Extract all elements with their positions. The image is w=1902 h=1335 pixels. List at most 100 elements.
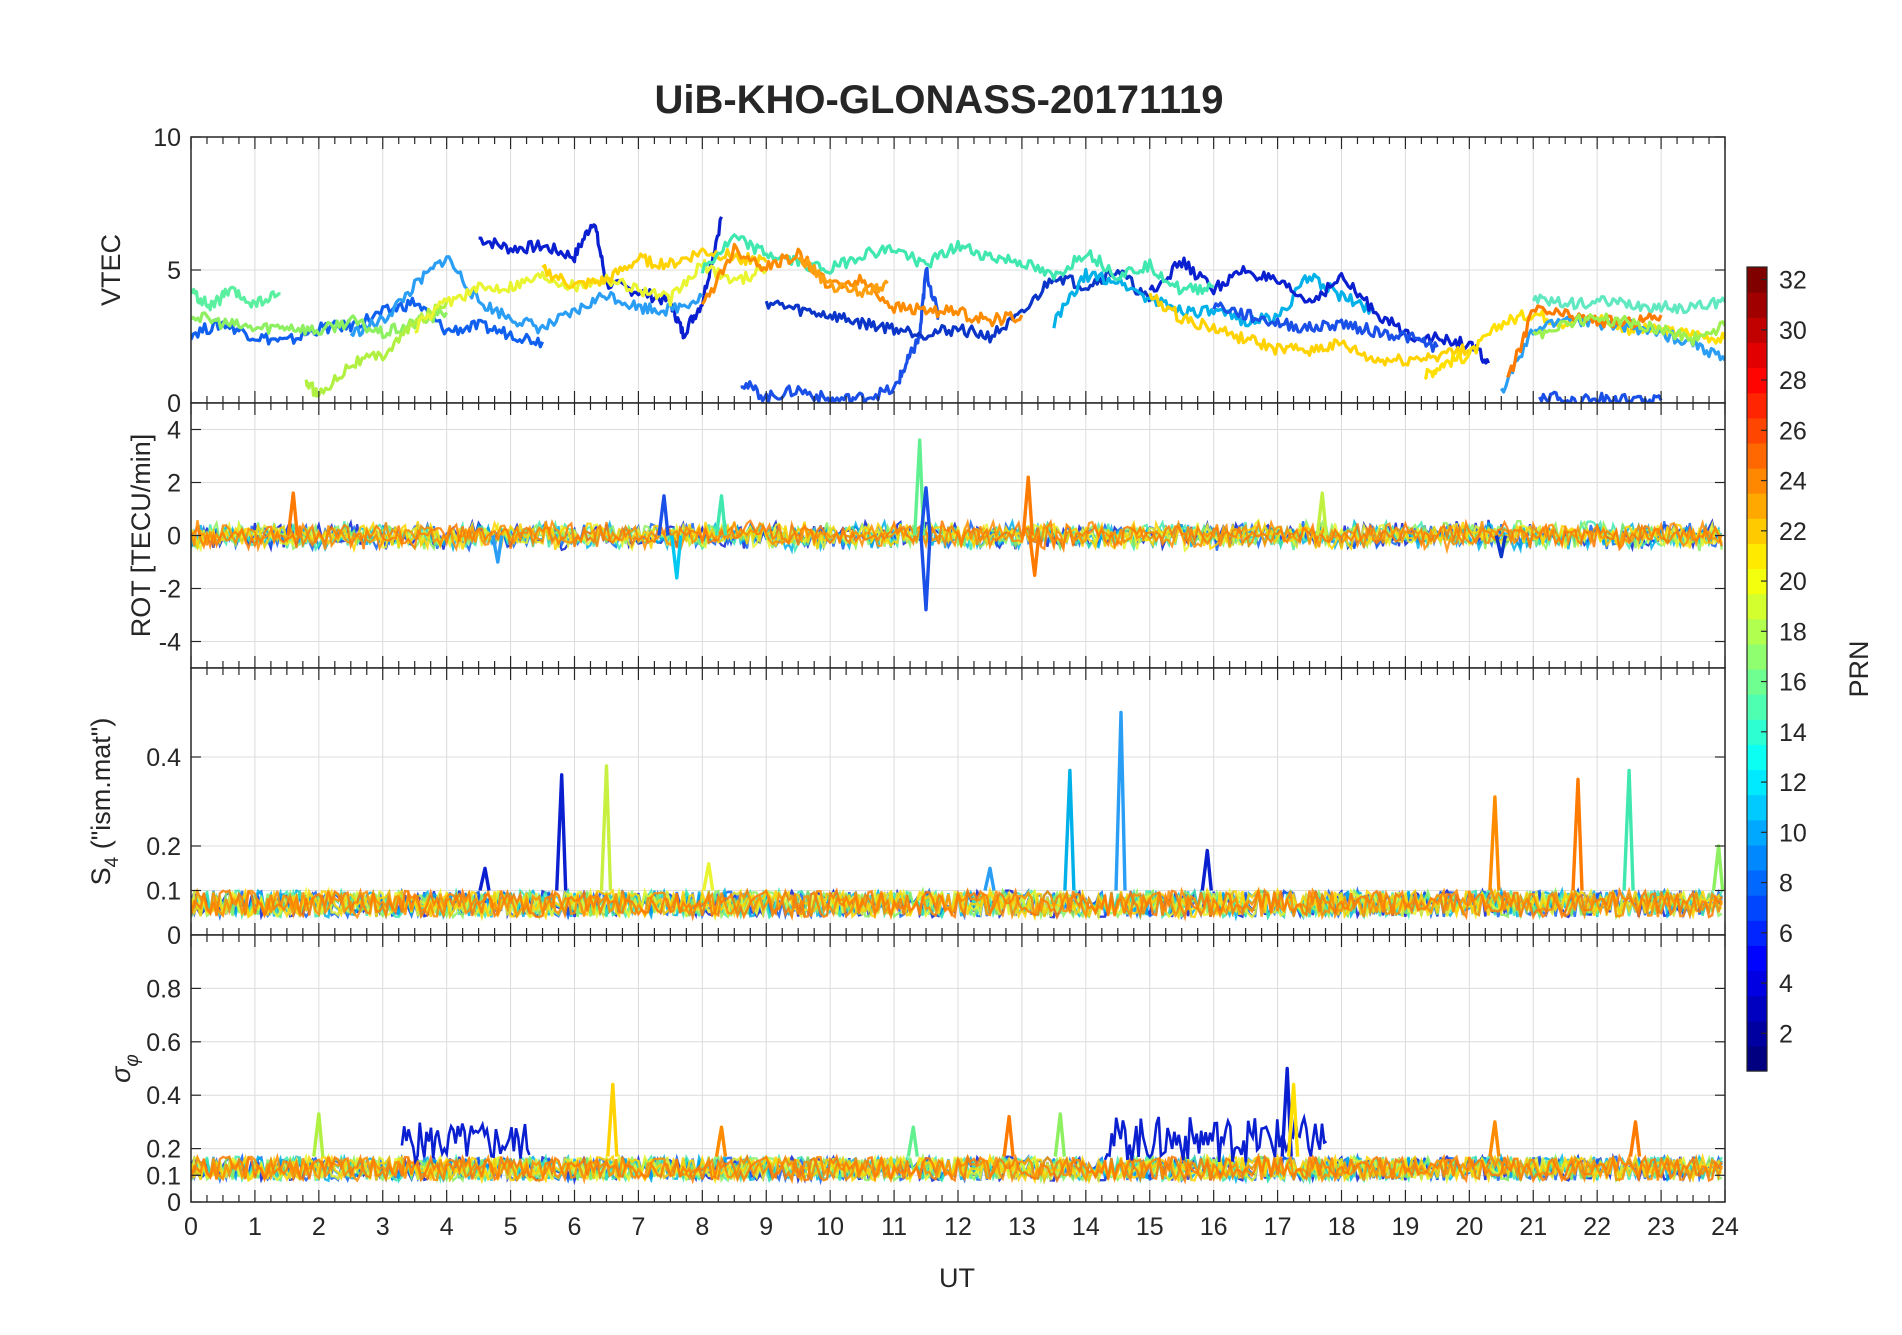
s4-spike	[478, 866, 491, 891]
x-tick-label: 11	[881, 1213, 907, 1241]
x-tick-label: 20	[1455, 1213, 1483, 1241]
y-tick-label: 4	[167, 417, 181, 445]
y-tick-label: -2	[159, 576, 181, 604]
rot-spike	[1315, 491, 1328, 536]
s4-spike	[1622, 768, 1635, 891]
vtec-series-line	[1506, 304, 1663, 378]
sigma-spike	[1053, 1112, 1066, 1157]
s4-spike	[1114, 710, 1127, 891]
colorbar-tick-label: 32	[1779, 267, 1807, 295]
colorbar-segment	[1747, 618, 1767, 645]
colorbar-tick-label: 2	[1779, 1020, 1793, 1048]
vtec-series-line	[1212, 301, 1439, 353]
s4-spike	[599, 764, 613, 891]
colorbar-segment	[1747, 945, 1767, 972]
y-tick-label: 0.2	[146, 1136, 181, 1164]
colorbar-tick-label: 10	[1779, 819, 1807, 847]
colorbar-tick-label: 4	[1779, 970, 1793, 998]
vtec-series-line	[1531, 293, 1725, 315]
colorbar-tick-label: 30	[1779, 317, 1807, 345]
x-tick-label: 6	[568, 1213, 582, 1241]
colorbar-segment	[1747, 493, 1767, 519]
sigma-burst-line	[400, 1120, 531, 1166]
colorbar-segment	[1747, 643, 1767, 670]
colorbar-segment	[1747, 543, 1767, 570]
x-tick-label: 15	[1136, 1213, 1164, 1241]
colorbar-label: PRN	[1844, 640, 1874, 697]
colorbar-tick-label: 16	[1779, 669, 1807, 697]
colorbar-segment	[1747, 694, 1767, 720]
panel-s4-ticks: 0 0.1 0.2 0.4	[146, 668, 1726, 950]
sigma-spike	[1002, 1114, 1015, 1157]
colorbar-tick-label: 20	[1779, 568, 1807, 596]
x-tick-label: 5	[504, 1213, 518, 1241]
panel-sigma-data	[191, 1066, 1723, 1186]
y-tick-label: 0.6	[146, 1029, 181, 1057]
y-tick-label: 0	[167, 523, 181, 551]
colorbar-tick-label: 12	[1779, 769, 1807, 797]
sigma-spike	[606, 1082, 619, 1157]
colorbar-tick-label: 8	[1779, 870, 1793, 898]
colorbar-segment	[1747, 744, 1767, 771]
y-tick-label: 0.1	[146, 878, 181, 906]
colorbar-segment	[1747, 468, 1767, 494]
vtec-series-line	[191, 308, 449, 340]
vtec-series-line	[191, 285, 281, 312]
colorbar-segment	[1747, 844, 1767, 871]
colorbar-segment	[1747, 593, 1767, 620]
panel-s4: 0 0.1 0.2 0.4 S4 ("ism.mat")	[86, 667, 1726, 950]
rot-spike	[1021, 475, 1034, 536]
colorbar-segment	[1747, 819, 1767, 846]
x-tick-label: 4	[440, 1213, 454, 1241]
x-tick-labels: 0 1 2 3 4 5 6 7 8 9 10 11 12 13 14 15 16 17 18 19 20 21 22 23 24	[184, 1213, 1739, 1241]
x-tick-label: 14	[1072, 1213, 1100, 1241]
x-tick-label: 2	[312, 1213, 326, 1241]
x-tick-label: 24	[1711, 1213, 1739, 1241]
sigma-noise-line	[191, 1153, 1723, 1185]
colorbar-tick-label: 18	[1779, 618, 1807, 646]
x-tick-label: 16	[1200, 1213, 1228, 1241]
colorbar-segment	[1747, 970, 1767, 997]
y-tick-label: -4	[159, 629, 181, 657]
colorbar-segment	[1747, 1045, 1767, 1072]
x-tick-label: 7	[631, 1213, 645, 1241]
vtec-series-line	[1148, 292, 1471, 367]
vtec-series-line	[191, 296, 544, 349]
panel-rot: -4 -2 0 2 4 ROT [TECU/min]	[126, 402, 1726, 669]
colorbar-segment	[1747, 568, 1767, 595]
s4-spike	[1571, 777, 1584, 891]
colorbar-segment	[1747, 669, 1767, 695]
x-tick-label: 1	[248, 1213, 262, 1241]
colorbar-segment	[1747, 267, 1767, 293]
x-tick-label: 13	[1008, 1213, 1036, 1241]
s4-spike	[983, 866, 996, 891]
sigma-spike	[714, 1125, 728, 1157]
colorbar-tick-label: 6	[1779, 920, 1793, 948]
x-tick-label: 23	[1647, 1213, 1675, 1241]
x-tick-label: 19	[1392, 1213, 1420, 1241]
y-tick-label: 0	[167, 922, 181, 950]
panel-rot-ticks: -4 -2 0 2 4	[159, 403, 1726, 668]
y-tick-label: 0	[167, 1189, 181, 1217]
y-tick-label: 0.2	[146, 833, 181, 861]
vtec-series-line	[764, 269, 1152, 344]
colorbar-frame	[1746, 266, 1768, 1072]
colorbar-tick-label: 24	[1779, 468, 1807, 496]
sigma-spike	[312, 1112, 325, 1157]
panel-sigma-ylabel: σφ	[106, 1054, 143, 1083]
colorbar-segment	[1747, 794, 1767, 821]
rot-noise-line	[191, 518, 1723, 554]
vtec-series-line	[414, 258, 768, 334]
vtec-series-line	[1052, 267, 1375, 329]
panel-s4-ylabel: S4 ("ism.mat")	[86, 718, 123, 886]
s4-noise-line	[191, 886, 1723, 922]
x-tick-label: 10	[816, 1213, 844, 1241]
y-tick-label: 0.8	[146, 975, 181, 1003]
x-axis-label: UT	[939, 1263, 975, 1293]
x-tick-label: 12	[944, 1213, 972, 1241]
x-tick-label: 8	[695, 1213, 709, 1241]
rot-noise-line	[191, 518, 1723, 555]
x-tick-label: 18	[1328, 1213, 1356, 1241]
